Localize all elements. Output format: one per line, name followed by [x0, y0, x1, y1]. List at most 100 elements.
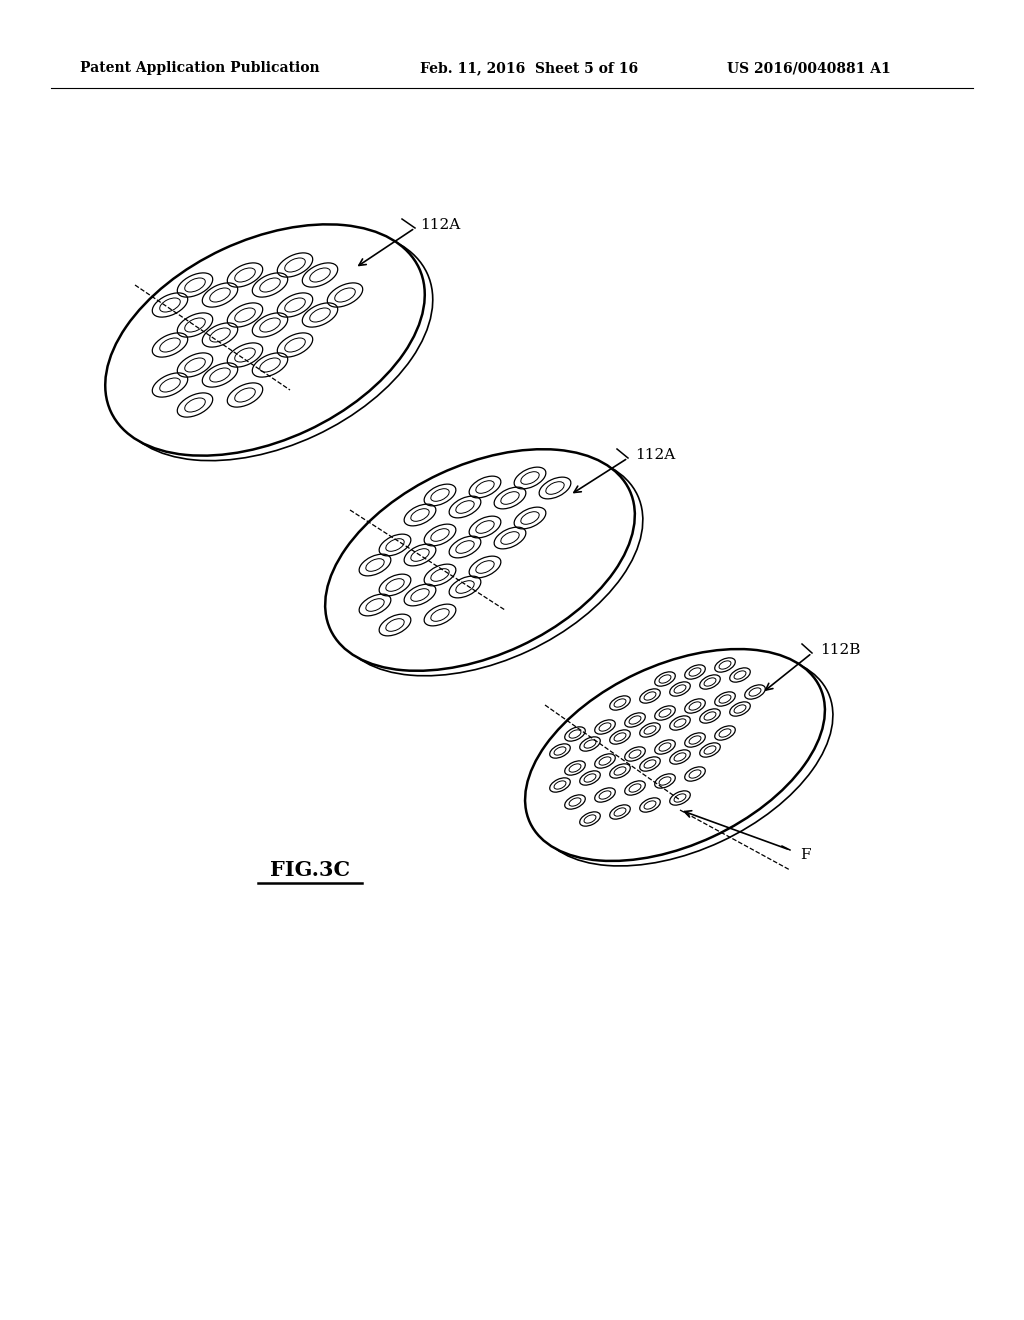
Ellipse shape: [689, 668, 701, 676]
Ellipse shape: [309, 268, 331, 282]
Text: 112B: 112B: [820, 643, 860, 657]
Ellipse shape: [386, 619, 404, 631]
Ellipse shape: [674, 752, 686, 762]
Ellipse shape: [260, 279, 281, 292]
Ellipse shape: [210, 327, 230, 342]
Ellipse shape: [501, 532, 519, 544]
Ellipse shape: [705, 711, 716, 721]
Ellipse shape: [456, 581, 474, 593]
Ellipse shape: [659, 777, 671, 785]
Ellipse shape: [260, 318, 281, 333]
Ellipse shape: [234, 348, 255, 362]
Ellipse shape: [521, 512, 540, 524]
Ellipse shape: [431, 529, 450, 541]
Ellipse shape: [210, 288, 230, 302]
Ellipse shape: [160, 338, 180, 352]
Ellipse shape: [629, 784, 641, 792]
Ellipse shape: [431, 569, 450, 581]
Ellipse shape: [554, 781, 566, 789]
Ellipse shape: [674, 719, 686, 727]
Ellipse shape: [644, 801, 656, 809]
Ellipse shape: [719, 729, 731, 737]
Ellipse shape: [584, 739, 596, 748]
Ellipse shape: [366, 599, 384, 611]
Text: 112A: 112A: [420, 218, 460, 232]
Ellipse shape: [105, 224, 425, 455]
Ellipse shape: [569, 730, 581, 738]
Ellipse shape: [386, 539, 404, 552]
Ellipse shape: [309, 308, 331, 322]
Ellipse shape: [521, 471, 540, 484]
Ellipse shape: [210, 368, 230, 381]
Ellipse shape: [476, 561, 495, 573]
Ellipse shape: [285, 257, 305, 272]
Ellipse shape: [184, 397, 205, 412]
Ellipse shape: [456, 541, 474, 553]
Ellipse shape: [184, 358, 205, 372]
Ellipse shape: [689, 702, 701, 710]
Ellipse shape: [674, 685, 686, 693]
Ellipse shape: [285, 298, 305, 312]
Ellipse shape: [431, 488, 450, 502]
Ellipse shape: [431, 609, 450, 622]
Ellipse shape: [719, 661, 731, 669]
Text: Feb. 11, 2016  Sheet 5 of 16: Feb. 11, 2016 Sheet 5 of 16: [420, 61, 638, 75]
Ellipse shape: [659, 675, 671, 684]
Ellipse shape: [184, 279, 205, 292]
Text: F: F: [800, 847, 811, 862]
Ellipse shape: [629, 750, 641, 758]
Ellipse shape: [584, 814, 596, 824]
Ellipse shape: [234, 388, 255, 403]
Ellipse shape: [234, 268, 255, 282]
Ellipse shape: [749, 688, 761, 696]
Ellipse shape: [476, 480, 495, 494]
Ellipse shape: [584, 774, 596, 783]
Text: 112A: 112A: [635, 447, 675, 462]
Ellipse shape: [411, 549, 429, 561]
Text: US 2016/0040881 A1: US 2016/0040881 A1: [727, 61, 891, 75]
Ellipse shape: [569, 797, 581, 807]
Ellipse shape: [160, 298, 180, 312]
Ellipse shape: [411, 589, 429, 602]
Ellipse shape: [160, 378, 180, 392]
Ellipse shape: [719, 694, 731, 704]
Ellipse shape: [705, 678, 716, 686]
Ellipse shape: [546, 482, 564, 494]
Ellipse shape: [689, 735, 701, 744]
Ellipse shape: [326, 449, 635, 671]
Text: Patent Application Publication: Patent Application Publication: [80, 61, 319, 75]
Ellipse shape: [629, 715, 641, 725]
Ellipse shape: [569, 764, 581, 772]
Ellipse shape: [644, 760, 656, 768]
Ellipse shape: [659, 709, 671, 717]
Ellipse shape: [674, 793, 686, 803]
Ellipse shape: [411, 508, 429, 521]
Ellipse shape: [366, 558, 384, 572]
Ellipse shape: [614, 698, 626, 708]
Ellipse shape: [554, 747, 566, 755]
Ellipse shape: [614, 808, 626, 816]
Ellipse shape: [599, 723, 611, 731]
Ellipse shape: [386, 578, 404, 591]
Ellipse shape: [260, 358, 281, 372]
Ellipse shape: [285, 338, 305, 352]
Ellipse shape: [614, 767, 626, 775]
Text: FIG.3C: FIG.3C: [270, 861, 350, 880]
Ellipse shape: [644, 726, 656, 734]
Ellipse shape: [705, 746, 716, 754]
Ellipse shape: [689, 770, 701, 779]
Ellipse shape: [184, 318, 205, 333]
Ellipse shape: [599, 756, 611, 766]
Ellipse shape: [234, 308, 255, 322]
Ellipse shape: [335, 288, 355, 302]
Ellipse shape: [456, 500, 474, 513]
Ellipse shape: [476, 520, 495, 533]
Ellipse shape: [599, 791, 611, 799]
Ellipse shape: [614, 733, 626, 741]
Ellipse shape: [644, 692, 656, 700]
Ellipse shape: [734, 671, 745, 680]
Ellipse shape: [734, 705, 745, 713]
Ellipse shape: [501, 491, 519, 504]
Ellipse shape: [525, 649, 825, 861]
Ellipse shape: [659, 743, 671, 751]
